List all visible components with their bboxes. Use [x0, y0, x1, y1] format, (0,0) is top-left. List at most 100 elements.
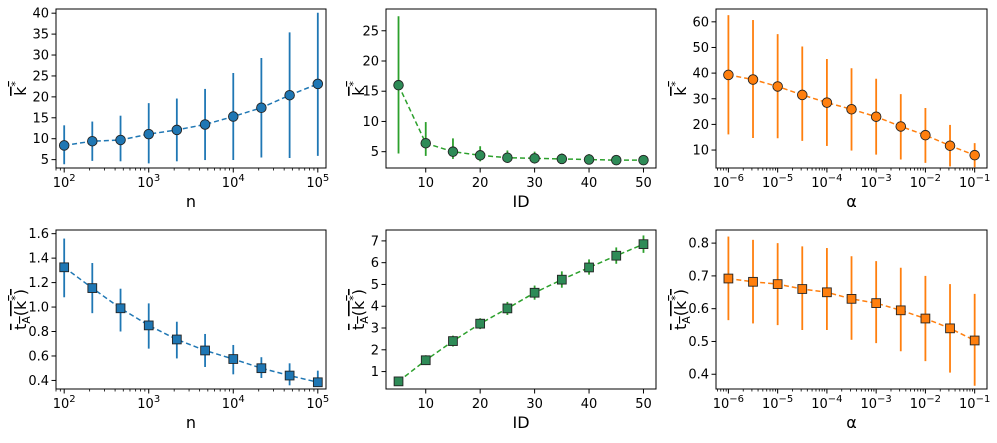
y-tick-label: 10 [692, 144, 709, 159]
data-point [529, 153, 540, 164]
y-label-sup: * [347, 81, 360, 87]
y-tick-label: 35 [32, 28, 49, 43]
y-axis-label: k* [669, 81, 690, 96]
y-tick-label: 30 [32, 49, 49, 64]
x-tick-label: 40 [581, 176, 598, 191]
data-point [529, 287, 540, 298]
x-tick-label-base: 10 [959, 397, 976, 412]
series-line [64, 83, 319, 147]
y-tick-label: 10 [32, 132, 49, 147]
data-point [502, 303, 513, 314]
y-label-main: k [11, 86, 30, 96]
x-tick-label-base: 10 [222, 397, 239, 412]
data-point [284, 370, 295, 381]
x-tick-label: 103 [137, 394, 160, 412]
data-point [638, 154, 649, 166]
x-tick-label-exp: −2 [926, 394, 941, 405]
y-tick-label: 1.4 [28, 252, 49, 267]
data-point [556, 274, 567, 285]
chart-p6: 10−6 10−5 10−4 10−3 10−2 10−10.40.50.60.70.8α… [669, 229, 991, 432]
y-tick-label: 0.5 [688, 335, 709, 350]
x-tick-label-exp: 2 [69, 173, 75, 184]
x-tick-label: 20 [472, 397, 489, 412]
x-tick-label: 10−3 [861, 394, 892, 412]
y-label-sup: * [669, 81, 682, 87]
series-line [63, 266, 318, 383]
x-axis-label: n [186, 413, 196, 432]
x-tick-label-exp: −5 [779, 173, 794, 184]
x-tick-label: 104 [222, 394, 245, 412]
data-point [969, 149, 980, 161]
data-point [474, 150, 486, 161]
data-point [256, 102, 267, 113]
data-point [115, 134, 126, 146]
data-point [420, 137, 431, 149]
data-point [723, 273, 734, 284]
x-axis-label: α [846, 413, 857, 432]
x-axis-label: ID [512, 192, 529, 211]
data-point [846, 293, 857, 304]
y-label-close: ) [349, 289, 368, 295]
x-tick-label: 30 [526, 176, 543, 191]
data-point [797, 89, 808, 101]
x-tick-label-exp: −6 [729, 173, 744, 184]
data-point [199, 119, 211, 130]
x-tick-label-exp: 5 [323, 173, 329, 184]
y-tick-label: 0.4 [688, 368, 709, 383]
x-tick-label: 20 [472, 176, 489, 191]
data-point [115, 303, 126, 314]
x-tick-label: 10−1 [959, 173, 990, 191]
data-point [143, 128, 154, 140]
x-tick-label-exp: −4 [828, 394, 843, 405]
x-tick-label-base: 10 [811, 176, 828, 191]
data-point [747, 74, 759, 85]
y-tick-label: 40 [32, 7, 49, 22]
y-label-t: t [671, 324, 690, 330]
data-point [556, 153, 568, 165]
data-point [723, 69, 734, 81]
chart-p2: 10 20 30 40 50 5 10 15 20 25 ID k* [347, 8, 657, 211]
y-tick-label: 5 [371, 278, 379, 293]
x-tick-label-base: 10 [861, 397, 878, 412]
data-point [420, 355, 431, 366]
x-tick-label-exp: −1 [976, 394, 991, 405]
y-tick-label: 10 [362, 115, 379, 130]
data-point [611, 250, 622, 261]
x-tick-label: 105 [306, 173, 329, 191]
data-point [871, 298, 882, 308]
data-point [312, 78, 324, 90]
data-point [200, 345, 210, 356]
x-tick-label: 10−2 [910, 394, 941, 412]
y-tick-label: 20 [362, 54, 379, 69]
data-point [895, 121, 907, 132]
data-point [87, 283, 98, 293]
axes-frame [385, 8, 657, 169]
y-tick-label: 3 [371, 322, 379, 337]
y-label-sup: * [9, 295, 22, 301]
x-tick-label: 10−5 [762, 394, 793, 412]
data-point [846, 104, 857, 115]
x-tick-label: 105 [306, 394, 329, 412]
y-tick-label: 1.0 [28, 301, 49, 316]
y-tick-label: 1 [371, 365, 379, 380]
data-point [59, 262, 70, 273]
y-tick-label: 0.8 [28, 325, 49, 340]
x-tick-label: 10−6 [713, 394, 744, 412]
y-label-t: t [11, 324, 30, 330]
axes-frame [715, 229, 988, 390]
y-tick-label: 0.7 [688, 269, 709, 284]
x-tick-label-exp: 4 [238, 173, 244, 184]
y-label-main: k [671, 86, 690, 96]
data-point [870, 111, 882, 122]
data-point [584, 262, 594, 273]
y-tick-label: 15 [32, 111, 49, 126]
y-tick-label: 0.8 [688, 237, 709, 252]
data-point [772, 81, 783, 92]
y-tick-label: 0.6 [688, 302, 709, 317]
x-tick-label-exp: 2 [69, 394, 75, 405]
y-label-sub: A [358, 316, 371, 324]
y-label-sup: * [669, 295, 682, 301]
data-point [256, 363, 267, 374]
x-tick-label: 10−4 [811, 173, 842, 191]
